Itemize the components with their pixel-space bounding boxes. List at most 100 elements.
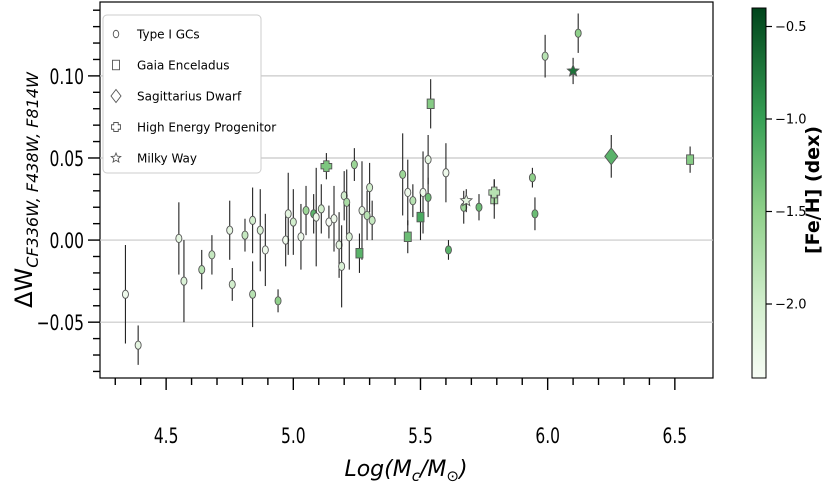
legend: Type I GCs Gaia Enceladus Sagittarius Dwar… [102, 14, 276, 174]
data-point [444, 240, 452, 260]
colorbar-tick-label: −1.5 [775, 205, 807, 220]
data-point [566, 57, 580, 85]
data-point [399, 133, 407, 216]
y-tick-label: 0.05 [50, 146, 84, 171]
y-tick-label: 0.10 [50, 64, 84, 89]
data-point [442, 143, 450, 203]
point-marker [409, 196, 417, 206]
x-axis-title: Log(Mc/M⊙) [344, 457, 467, 485]
data-point [134, 325, 142, 365]
data-point [531, 197, 539, 231]
data-point [541, 34, 549, 78]
point-marker [345, 232, 353, 242]
point-marker [399, 169, 407, 179]
colorbar-gradient [751, 7, 767, 379]
point-marker [249, 289, 257, 299]
legend-marker [110, 88, 122, 104]
data-point [343, 169, 351, 236]
data-point [208, 235, 216, 275]
data-point [330, 185, 338, 252]
data-point [274, 289, 282, 313]
point-marker [404, 187, 412, 198]
data-point [282, 213, 290, 267]
point-marker [426, 98, 435, 109]
data-point [404, 159, 412, 226]
legend-marker [112, 59, 120, 71]
data-point [409, 184, 417, 218]
point-marker [226, 225, 234, 235]
data-point [528, 167, 536, 188]
point-marker [274, 296, 282, 306]
colorbar-label: [Fe/H] (dex) [802, 126, 824, 254]
point-marker [302, 205, 310, 216]
data-point [325, 205, 333, 239]
x-axis: 4.5 5.0 5.5 6.0 6.5 [114, 378, 688, 448]
point-marker [528, 173, 536, 183]
point-marker [686, 154, 695, 165]
data-points [121, 13, 695, 365]
data-point [284, 172, 292, 255]
x-tick-label: 5.5 [408, 423, 433, 448]
data-point [256, 189, 264, 272]
point-marker [416, 211, 425, 223]
point-marker [442, 168, 450, 178]
point-marker [363, 210, 371, 221]
point-marker [261, 245, 269, 255]
data-point [175, 202, 183, 275]
point-marker [350, 159, 358, 170]
legend-label: Milky Way [137, 152, 197, 166]
data-point [355, 233, 364, 273]
data-point [604, 134, 619, 178]
data-point [459, 189, 474, 213]
point-marker [297, 232, 305, 242]
point-marker [228, 279, 236, 289]
y-title-main: ΔW [10, 268, 38, 308]
x-tick-label: 4.5 [154, 423, 179, 448]
colorbar-tick-label: −2.0 [775, 298, 807, 313]
data-point [475, 194, 483, 221]
x-tick-label: 6.5 [663, 423, 688, 448]
y-tick-label: −0.05 [37, 310, 84, 335]
point-marker [312, 212, 320, 222]
point-marker [180, 276, 188, 286]
data-point [403, 220, 412, 254]
point-marker [604, 147, 619, 166]
legend-label: High Energy Progenitor [137, 121, 276, 135]
legend-marker [112, 29, 120, 39]
point-marker [424, 192, 432, 202]
data-point [363, 190, 371, 241]
data-point [488, 179, 501, 206]
x-title-part: c [412, 467, 421, 485]
x-title-part: ⊙ [446, 467, 459, 485]
data-point [226, 200, 234, 260]
colorbar: [Fe/H] (dex) −2.0 −1.5 −1.0 −0.5 [751, 7, 824, 379]
legend-marker [111, 122, 121, 132]
point-marker [403, 231, 412, 242]
legend-label: Type I GCs [136, 28, 200, 42]
point-marker [330, 214, 338, 224]
data-point [424, 134, 432, 185]
data-point [261, 213, 269, 287]
data-point [574, 13, 582, 53]
data-point [358, 161, 366, 260]
point-marker [424, 155, 432, 165]
point-marker [198, 265, 206, 275]
data-point [686, 146, 695, 173]
point-marker [284, 209, 292, 219]
data-point [350, 148, 358, 181]
data-point [297, 203, 305, 270]
x-tick-label: 6.0 [535, 423, 560, 448]
data-point [249, 261, 257, 328]
data-point [180, 240, 188, 323]
point-marker [368, 215, 376, 225]
x-title-part: Log(M [344, 457, 411, 482]
legend-marker [110, 151, 122, 163]
data-point [241, 218, 249, 252]
colorbar-tick-label: −0.5 [775, 20, 807, 35]
y-title-sub: CF336W, F438W, F814W [23, 71, 42, 268]
legend-box [102, 14, 262, 174]
point-marker [289, 217, 297, 227]
point-marker [444, 245, 452, 255]
data-point [366, 162, 374, 213]
